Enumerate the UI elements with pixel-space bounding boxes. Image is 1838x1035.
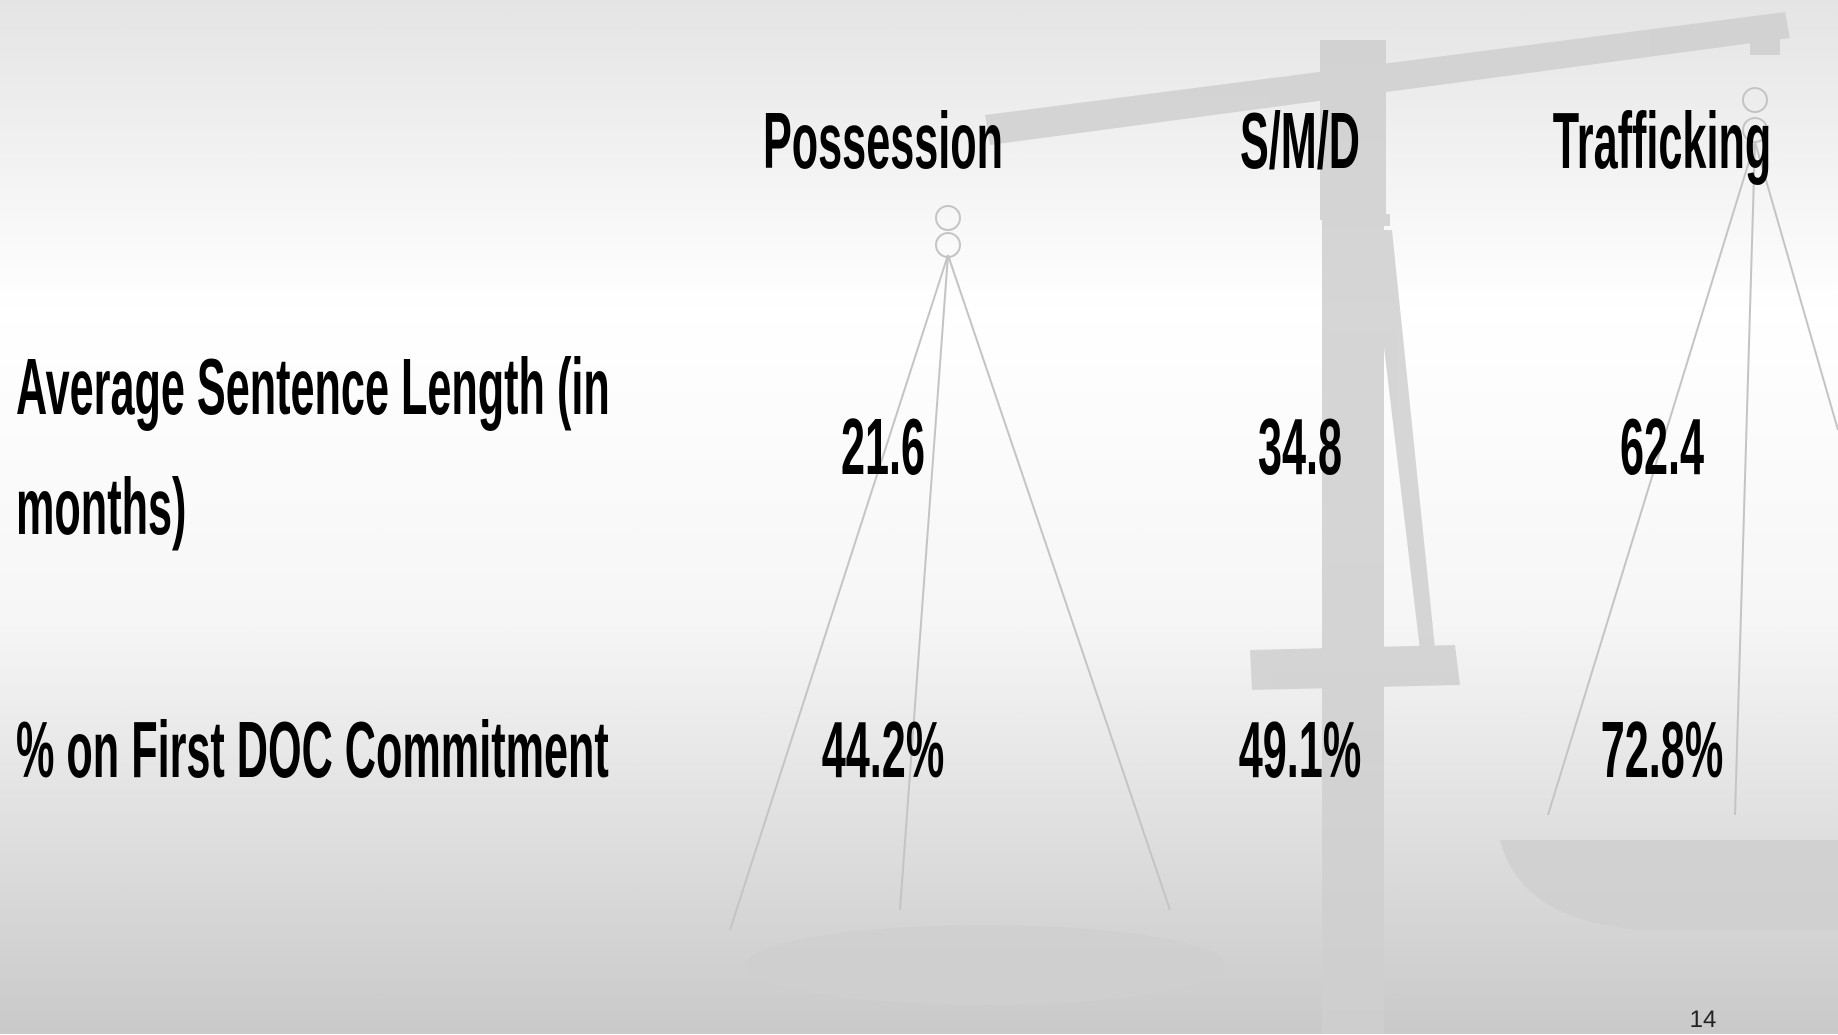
cell-value: 49.1% xyxy=(1238,705,1362,794)
cell-value: 72.8% xyxy=(1600,705,1724,794)
page-number: 14 xyxy=(1689,1006,1717,1033)
cell-value: 34.8 xyxy=(1257,402,1343,491)
column-header: Trafficking xyxy=(1552,96,1772,185)
row-label: Average Sentence Length (in months) xyxy=(16,342,610,551)
cell-value: 62.4 xyxy=(1619,402,1705,491)
cell-value: 21.6 xyxy=(840,402,926,491)
column-header: S/M/D xyxy=(1239,96,1360,185)
column-header: Possession xyxy=(762,96,1004,185)
row-label: % on First DOC Commitment xyxy=(16,705,609,794)
cell-value: 44.2% xyxy=(821,705,945,794)
